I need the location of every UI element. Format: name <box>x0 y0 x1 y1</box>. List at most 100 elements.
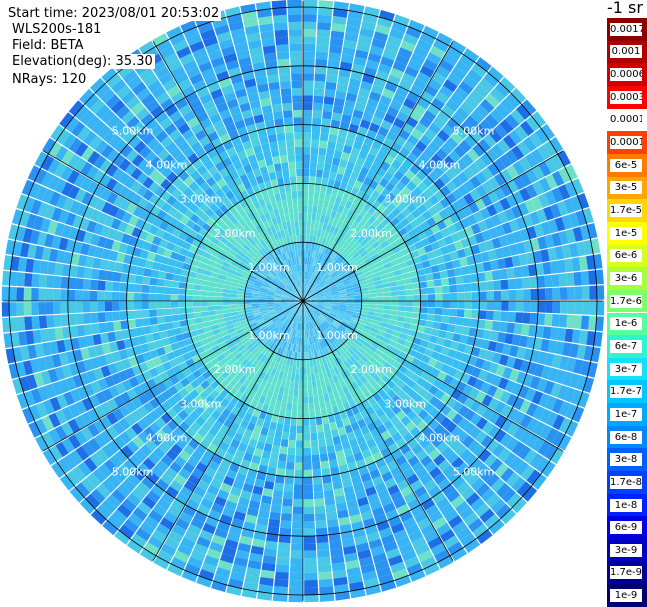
range-gate <box>327 178 335 188</box>
range-gate <box>308 280 312 288</box>
range-gate <box>285 132 294 141</box>
range-gate <box>208 426 219 437</box>
range-gate <box>399 461 412 473</box>
range-gate <box>292 102 303 111</box>
range-gate <box>552 301 561 314</box>
range-gate <box>443 339 453 349</box>
range-gate <box>296 176 303 184</box>
range-gate <box>351 445 361 455</box>
range-gate <box>97 291 105 301</box>
range-gate <box>470 458 484 472</box>
range-gate <box>204 432 215 443</box>
range-gate <box>559 287 568 300</box>
range-gate <box>136 266 145 276</box>
range-gate <box>557 327 567 342</box>
range-gate <box>347 461 358 472</box>
range-gate <box>46 315 55 328</box>
range-gate <box>341 321 349 327</box>
range-gate <box>222 305 230 310</box>
range-gate <box>298 337 302 345</box>
colorbar-unit: -1 sr <box>607 0 643 17</box>
range-gate <box>291 190 298 199</box>
range-gate <box>380 495 393 507</box>
range-gate <box>383 262 393 269</box>
range-gate <box>368 307 377 313</box>
range-gate <box>352 330 361 337</box>
range-gate <box>322 273 329 281</box>
range-gate <box>452 521 468 535</box>
range-gate <box>276 44 289 53</box>
range-gate <box>389 124 402 136</box>
range-gate <box>309 176 316 184</box>
range-gate <box>234 390 243 400</box>
range-gate <box>365 59 380 70</box>
range-gate <box>441 123 455 137</box>
range-gate <box>303 411 310 419</box>
range-gate <box>389 352 399 361</box>
range-gate <box>544 274 553 288</box>
range-gate <box>332 374 339 384</box>
range-gate <box>494 342 505 354</box>
range-gate <box>200 306 208 312</box>
range-gate <box>152 447 166 460</box>
range-gate <box>516 481 532 497</box>
range-gate <box>346 303 355 307</box>
range-gate <box>376 292 384 297</box>
range-gate <box>221 408 231 419</box>
range-gate <box>350 333 359 340</box>
range-gate <box>347 177 357 187</box>
range-gate <box>357 549 372 560</box>
range-gate <box>544 157 558 174</box>
range-gate <box>531 196 543 211</box>
range-gate <box>502 343 512 356</box>
range-gate <box>332 304 340 307</box>
range-gate <box>289 425 297 434</box>
range-gate <box>200 473 213 485</box>
colorbar-segment: 1e-6 <box>607 312 647 336</box>
range-gate <box>303 161 310 169</box>
range-gate <box>427 485 442 498</box>
range-gate <box>200 410 211 421</box>
range-gate <box>312 206 318 214</box>
range-gate <box>417 549 434 563</box>
range-gate <box>491 143 505 158</box>
range-gate <box>395 237 405 246</box>
range-gate <box>367 493 380 504</box>
range-gate <box>427 536 443 550</box>
range-gate <box>248 438 258 448</box>
range-gate <box>435 255 445 265</box>
range-gate <box>576 375 587 391</box>
range-gate <box>255 360 263 369</box>
range-gate <box>557 259 566 273</box>
range-gate <box>369 445 380 456</box>
range-gate <box>438 330 447 339</box>
range-gate <box>365 233 374 242</box>
range-gate <box>512 230 523 243</box>
range-gate <box>214 527 228 539</box>
range-gate <box>284 326 290 334</box>
range-gate <box>317 154 326 163</box>
range-gate <box>205 405 216 416</box>
range-gate <box>184 563 201 576</box>
range-gate <box>350 186 360 196</box>
range-gate <box>259 362 267 371</box>
range-gate <box>471 477 485 492</box>
range-gate <box>308 198 314 206</box>
range-gate <box>410 504 425 517</box>
range-gate <box>271 497 283 506</box>
range-gate <box>478 449 492 463</box>
range-gate <box>432 272 441 280</box>
range-gate <box>333 576 348 586</box>
range-gate <box>317 22 331 31</box>
range-gate <box>382 502 396 514</box>
range-gate <box>368 293 377 298</box>
range-gate <box>449 308 458 317</box>
range-gate <box>407 228 418 239</box>
range-gate <box>502 366 513 380</box>
range-gate <box>331 23 346 33</box>
range-gate <box>244 298 252 301</box>
range-gate <box>267 134 277 143</box>
range-gate <box>564 387 576 403</box>
range-gate <box>303 315 306 323</box>
range-gate <box>410 479 424 492</box>
